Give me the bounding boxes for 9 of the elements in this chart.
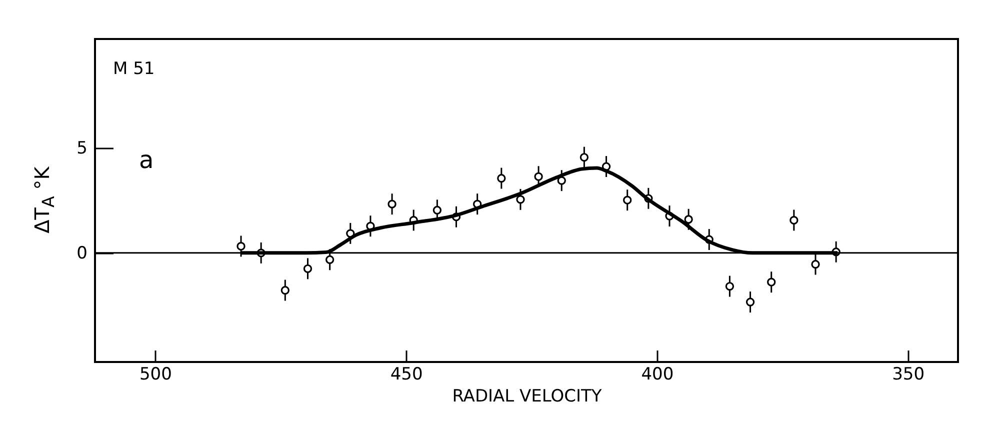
x-tick-label: 500: [139, 364, 172, 384]
annotation: a: [139, 146, 154, 174]
x-tick-label: 450: [390, 364, 423, 384]
x-tick-label: 400: [641, 364, 674, 384]
y-tick-label: 0: [76, 243, 88, 264]
x-axis-title: RADIAL VELOCITY: [452, 386, 602, 406]
annotation: M 51: [113, 59, 155, 79]
x-tick-label: 350: [892, 364, 925, 384]
y-tick-label: 5: [76, 138, 88, 159]
